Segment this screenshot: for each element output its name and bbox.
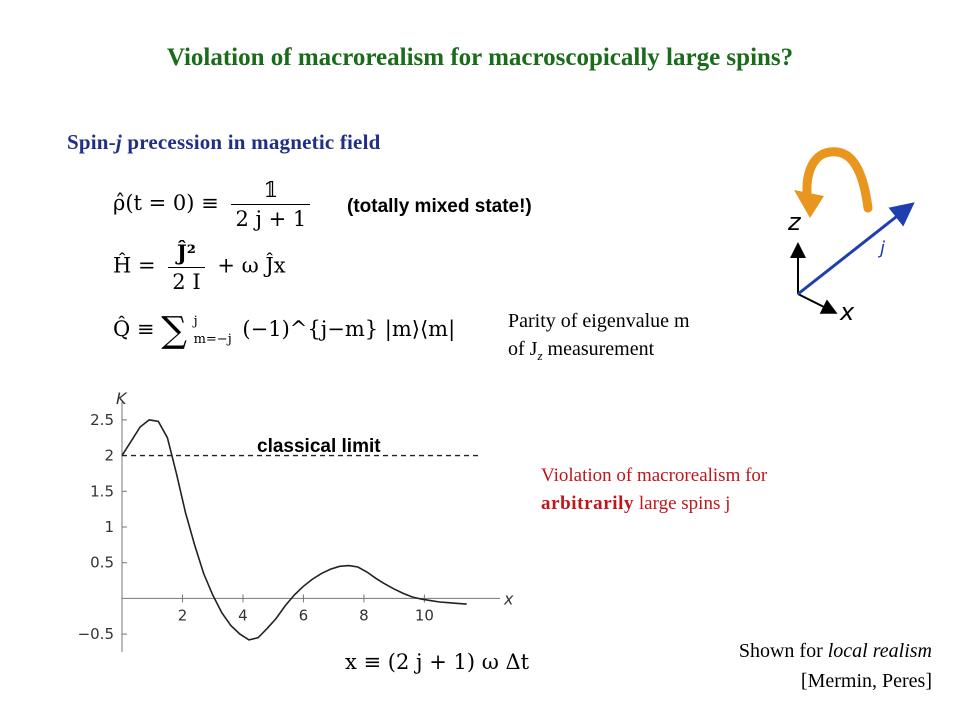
shown-line1: Shown for local realism xyxy=(739,636,932,666)
subtitle-prefix: Spin- xyxy=(67,130,116,154)
spin-vector xyxy=(797,202,915,296)
x-tick-label: 10 xyxy=(415,606,434,624)
precession-arrow xyxy=(802,147,873,213)
x-tick-label: 6 xyxy=(299,606,309,624)
k-curve xyxy=(121,419,467,641)
parity-line2-post: measurement xyxy=(542,338,655,360)
shown-line1-italic: local realism xyxy=(827,640,932,662)
y-tick-label: 1 xyxy=(104,518,114,536)
parity-line2-pre: of J xyxy=(508,338,538,360)
classical-limit-label: classical limit xyxy=(257,436,381,457)
y-axis-label: K xyxy=(116,390,128,408)
equation-parity-operator: Q̂ ≡ ∑ j m=−j (−1)^{j−m} |m⟩⟨m| xyxy=(113,310,455,351)
x-definition: x ≡ (2 j + 1) ω Δt xyxy=(345,650,530,674)
rho-lhs: ρ̂(t = 0) ≡ xyxy=(113,191,219,215)
chart-ticks: 2 4 6 8 10 −0.5 0.5 1 1.5 2 2.5 xyxy=(78,411,434,643)
equation-hamiltonian: Ĥ = Ĵ² 2 I + ω Ĵx xyxy=(113,240,286,294)
q-lower: m=−j xyxy=(193,331,232,347)
x-label: x xyxy=(839,298,855,326)
x-axis-label: x xyxy=(503,589,514,608)
parity-note: Parity of eigenvalue m of Jz measurement xyxy=(508,307,690,370)
violation-note: Violation of macrorealism for arbitraril… xyxy=(541,462,767,518)
k-chart: xK 2 4 6 8 10−0.50.511.522.5 xyxy=(78,390,514,652)
z-label: z xyxy=(787,208,802,236)
precession-arrowhead xyxy=(794,190,824,218)
slide-subtitle: Spin-j precession in magnetic field xyxy=(67,130,380,155)
q-rest: (−1)^{j−m} |m⟩⟨m| xyxy=(242,317,456,341)
parity-line2-sub: z xyxy=(537,348,543,363)
x-tick-label: 2 xyxy=(178,606,188,624)
chart-series xyxy=(121,419,467,641)
h-rest: + ω Ĵx xyxy=(217,253,286,278)
mixed-state-note: (totally mixed state!) xyxy=(347,196,532,217)
parity-line2: of Jz measurement xyxy=(508,335,690,370)
shown-line1-pre: Shown for xyxy=(738,640,828,662)
rho-fraction: 𝟙 2 j + 1 xyxy=(231,178,311,231)
q-limits: j m=−j xyxy=(194,313,232,349)
violation-line1: Violation of macrorealism for xyxy=(541,465,768,486)
y-tick-label: −0.5 xyxy=(78,625,114,643)
y-tick-label: 2.5 xyxy=(90,411,114,429)
chart-axes: xK xyxy=(116,390,514,652)
violation-line2: arbitrarily large spins j xyxy=(541,490,767,518)
h-fraction: Ĵ² 2 I xyxy=(168,240,205,294)
h-numerator: Ĵ² xyxy=(168,240,205,268)
x-axis xyxy=(797,293,838,314)
h-lhs: Ĥ = xyxy=(113,253,156,278)
violation-rest: large spins j xyxy=(634,493,731,514)
equation-rho: ρ̂(t = 0) ≡ 𝟙 2 j + 1 xyxy=(113,178,316,231)
rho-numerator: 𝟙 xyxy=(231,178,311,205)
q-lhs: Q̂ ≡ xyxy=(113,317,155,341)
rho-denominator: 2 j + 1 xyxy=(235,207,307,231)
x-tick-label: 4 xyxy=(238,606,248,624)
y-tick-label: 0.5 xyxy=(90,554,114,572)
q-upper: j xyxy=(193,313,198,329)
spin-precession-diagram: z x j xyxy=(787,147,915,326)
parity-line1: Parity of eigenvalue m xyxy=(508,310,690,332)
y-tick-label: 1.5 xyxy=(90,482,114,500)
y-tick-label: 2 xyxy=(104,447,114,465)
violation-bold: arbitrarily xyxy=(541,493,635,514)
j-label: j xyxy=(877,238,885,259)
shown-note: Shown for local realism [Mermin, Peres] xyxy=(739,636,932,696)
h-denominator: 2 I xyxy=(172,270,201,294)
q-sum-symbol: ∑ xyxy=(161,310,187,351)
shown-line2: [Mermin, Peres] xyxy=(800,670,932,692)
x-tick-label: 8 xyxy=(359,606,369,624)
subtitle-suffix: precession in magnetic field xyxy=(121,130,381,154)
subtitle-var: j xyxy=(115,130,122,154)
slide-title: Violation of macrorealism for macroscopi… xyxy=(166,44,794,71)
